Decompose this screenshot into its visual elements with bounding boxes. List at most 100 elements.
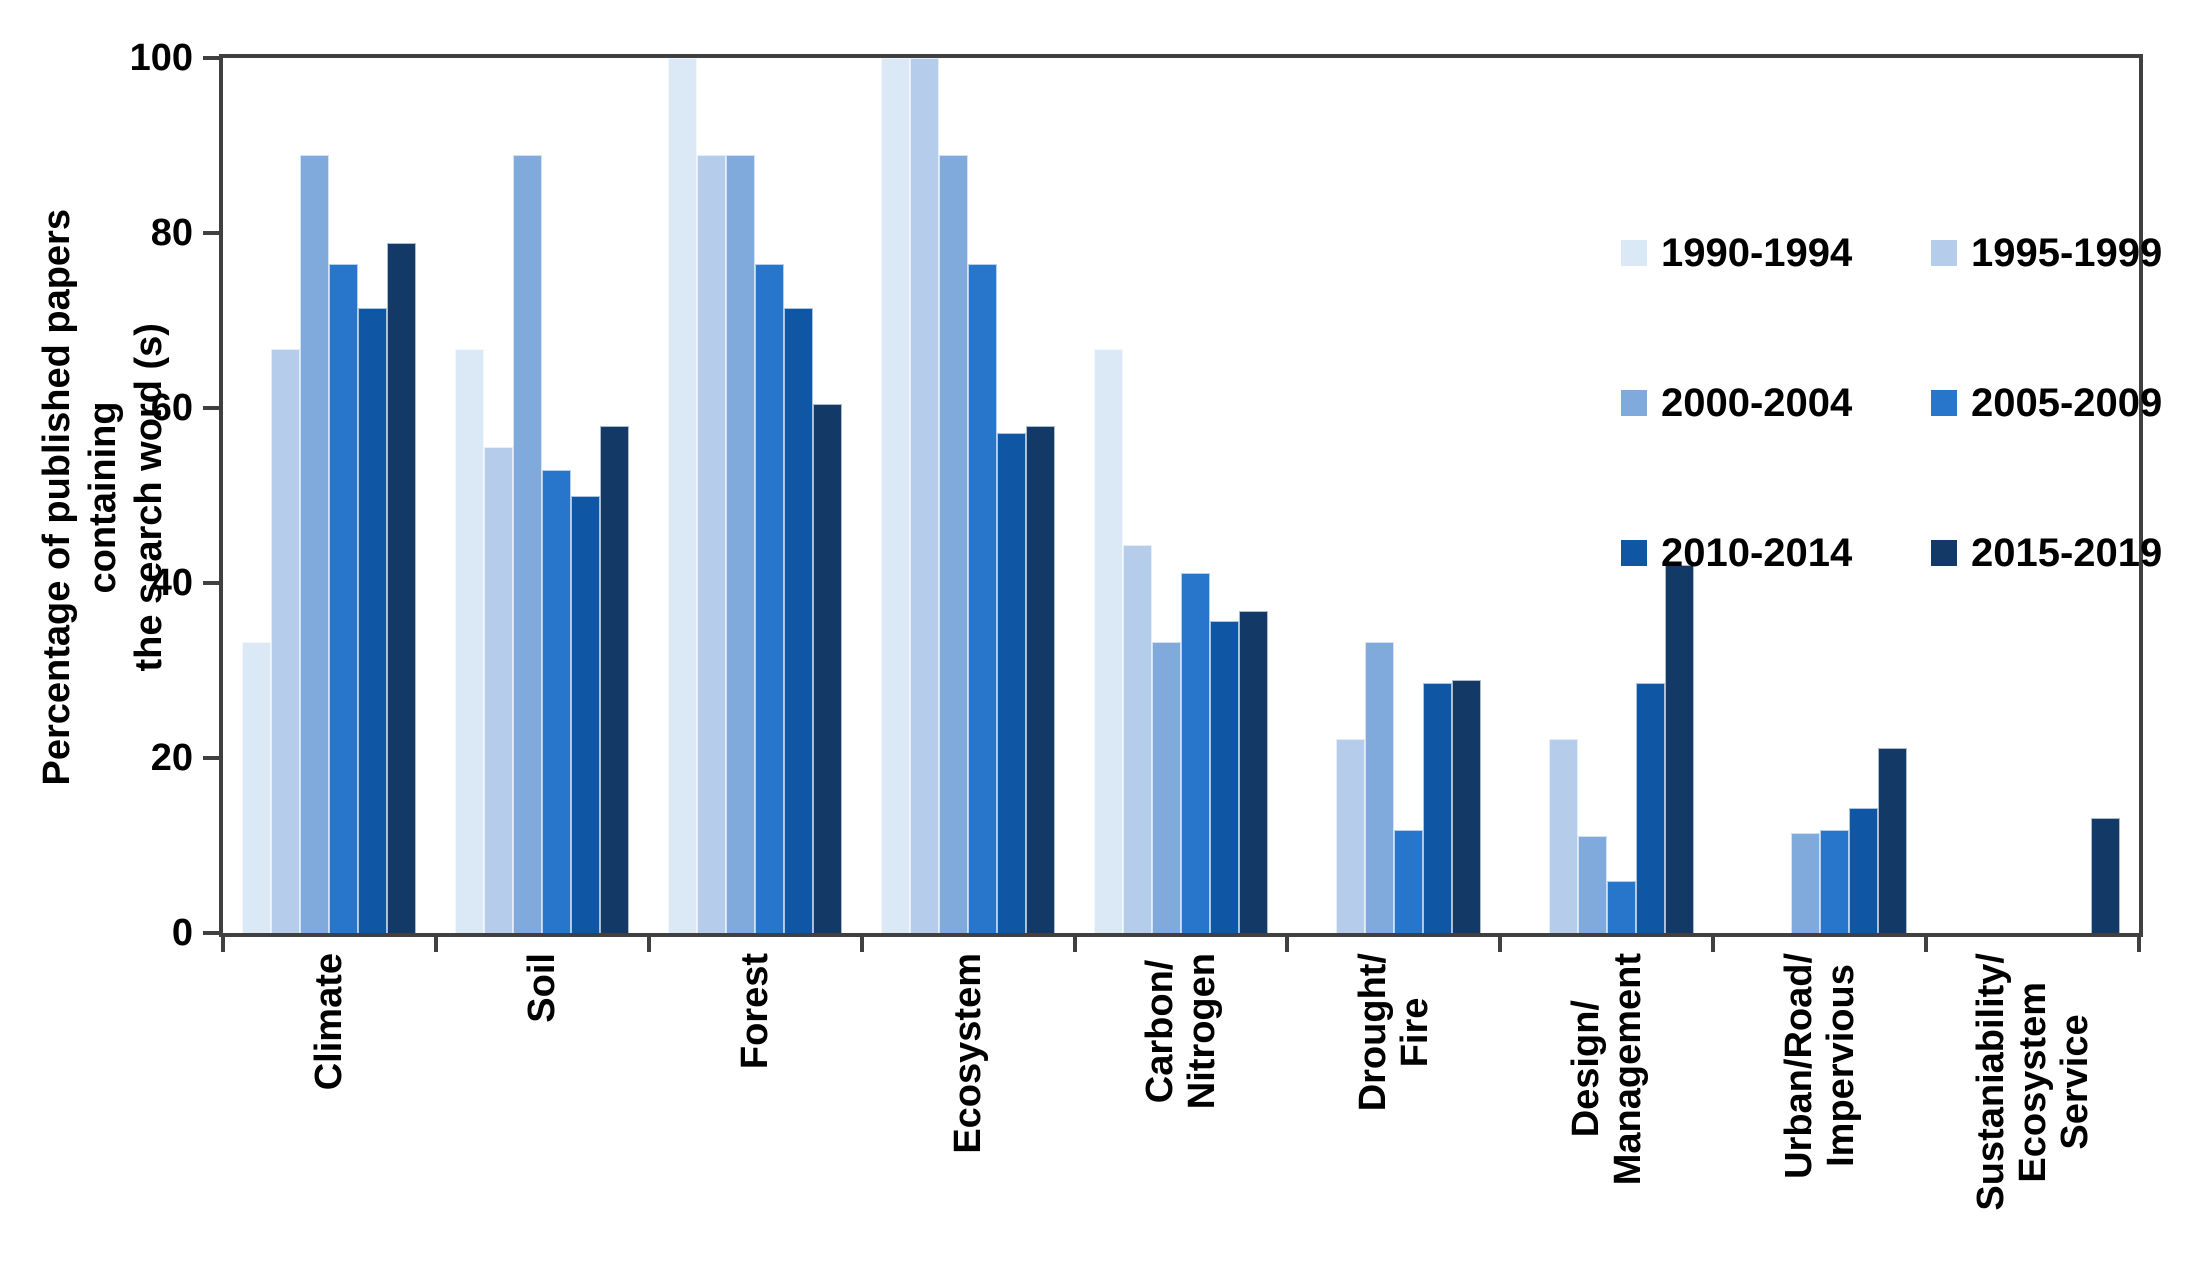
bar xyxy=(455,349,485,933)
y-tick-mark xyxy=(203,56,221,60)
bar xyxy=(997,433,1027,933)
x-tick-mark xyxy=(1072,937,1077,952)
bar xyxy=(1606,881,1636,933)
bar xyxy=(387,242,417,933)
x-tick-mark xyxy=(1285,937,1290,952)
legend-item: 2010-2014 xyxy=(1621,530,1931,576)
bar xyxy=(726,155,756,933)
x-category-label: Carbon/ Nitrogen xyxy=(1139,953,1223,1110)
bar xyxy=(1664,564,1694,933)
bar-group xyxy=(436,58,649,933)
bar xyxy=(1152,641,1181,933)
x-category-label: Soil xyxy=(521,953,564,1023)
y-tick-label: 0 xyxy=(171,912,193,954)
y-tick-mark xyxy=(203,581,221,585)
y-tick-mark xyxy=(203,931,221,935)
plot-area: 1990-1994 1995-1999 2000-2004 2005-2009 2010… xyxy=(219,54,2162,937)
bar xyxy=(881,58,911,933)
legend-item: 2000-2004 xyxy=(1621,380,1931,426)
legend-swatch xyxy=(1621,540,1647,566)
x-category-label: Climate xyxy=(308,953,351,1091)
x-tick-mark xyxy=(221,937,225,952)
legend-swatch xyxy=(1621,390,1647,416)
legend-label: 2000-2004 xyxy=(1661,380,1853,425)
bar xyxy=(358,308,388,933)
bar xyxy=(1848,807,1878,933)
bar-group xyxy=(649,58,862,933)
bar xyxy=(1181,572,1210,933)
bar xyxy=(697,155,727,933)
x-tick-mark xyxy=(1924,937,1929,952)
legend-item: 1995-1999 xyxy=(1931,230,2204,276)
y-tick-mark xyxy=(203,406,221,410)
bar xyxy=(542,470,572,933)
bar xyxy=(1877,748,1907,933)
bar xyxy=(910,58,940,933)
bar xyxy=(1451,680,1481,933)
y-tick-label: 40 xyxy=(150,562,193,604)
legend-label: 2015-2019 xyxy=(1971,530,2163,575)
legend-item: 2005-2009 xyxy=(1931,380,2204,426)
bar-group xyxy=(1713,58,1926,933)
y-tick-label: 60 xyxy=(150,387,193,429)
legend-swatch xyxy=(1621,240,1647,266)
bar xyxy=(1335,738,1365,933)
bar xyxy=(1819,829,1849,933)
legend-item: 2015-2019 xyxy=(1931,530,2204,576)
bar xyxy=(968,263,998,933)
bar xyxy=(484,446,514,933)
bar xyxy=(1635,682,1665,933)
bar xyxy=(668,58,698,933)
legend-item: 1990-1994 xyxy=(1621,230,1931,276)
bar xyxy=(1123,544,1152,933)
legend-swatch xyxy=(1931,390,1957,416)
bar xyxy=(242,641,272,933)
bar xyxy=(1239,611,1268,933)
bar xyxy=(1548,738,1578,933)
bar xyxy=(1790,833,1820,933)
x-category-label: Forest xyxy=(734,953,777,1070)
bar xyxy=(571,495,601,933)
y-tick-mark xyxy=(203,756,221,760)
bar xyxy=(329,263,359,933)
bar xyxy=(600,426,630,933)
x-tick-mark xyxy=(646,937,651,952)
legend-swatch xyxy=(1931,540,1957,566)
bar xyxy=(1026,426,1056,933)
bar-groups xyxy=(223,58,2139,933)
bar xyxy=(1577,835,1607,933)
bar xyxy=(939,155,969,933)
bar xyxy=(1364,641,1394,933)
y-tick-label: 100 xyxy=(129,37,193,79)
legend-swatch xyxy=(1931,240,1957,266)
legend-label: 1995-1999 xyxy=(1971,230,2163,275)
x-category-label: Ecosystem xyxy=(947,953,990,1154)
x-tick-mark xyxy=(2137,937,2141,952)
bar xyxy=(813,403,843,933)
legend-label: 2010-2014 xyxy=(1661,530,1853,575)
bar-group xyxy=(1500,58,1713,933)
x-category-label: Sustaniability/ Ecosystem Service xyxy=(1969,953,2096,1211)
legend-label: 2005-2009 xyxy=(1971,380,2163,425)
bar xyxy=(755,263,785,933)
x-tick-mark xyxy=(433,937,438,952)
y-tick-label: 80 xyxy=(150,212,193,254)
bar xyxy=(300,155,330,933)
bar xyxy=(1210,620,1239,933)
bar xyxy=(271,349,301,933)
x-tick-mark xyxy=(1498,937,1503,952)
x-category-label: Urban/Road/ Impervious xyxy=(1777,953,1862,1179)
bar-group xyxy=(1075,58,1288,933)
bar-group xyxy=(223,58,436,933)
bar-group xyxy=(1926,58,2139,933)
bar xyxy=(1094,349,1123,933)
bar-group xyxy=(1287,58,1500,933)
y-tick-mark xyxy=(203,231,221,235)
legend: 1990-1994 1995-1999 2000-2004 2005-2009 2010… xyxy=(1621,230,2204,576)
x-category-label: Drought/ Fire xyxy=(1351,953,1436,1112)
bar xyxy=(784,308,814,933)
bar xyxy=(513,155,543,933)
y-tick-label: 20 xyxy=(150,737,193,779)
x-tick-mark xyxy=(859,937,864,952)
